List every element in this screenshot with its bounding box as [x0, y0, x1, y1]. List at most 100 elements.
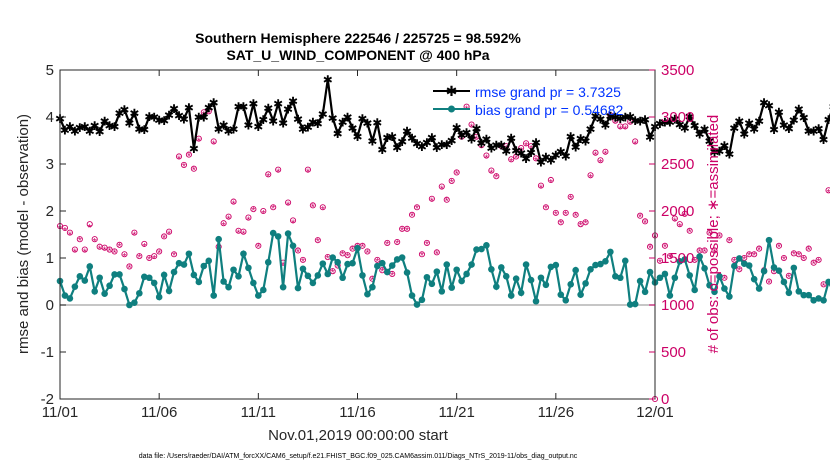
bias-point	[378, 259, 386, 267]
obs-assimilated-marker: *	[331, 268, 335, 279]
obs-possible-marker	[220, 220, 227, 227]
obs-assimilated-marker: *	[732, 257, 736, 268]
rmse-point: ✱	[65, 120, 75, 134]
y-left-tick-label: -2	[41, 391, 54, 408]
obs-possible-marker	[275, 166, 282, 173]
rmse-point: ✱	[412, 137, 422, 151]
obs-assimilated-marker: *	[137, 253, 141, 264]
rmse-point: ✱	[179, 112, 189, 126]
obs-assimilated-marker: *	[633, 139, 637, 150]
bias-point	[364, 290, 371, 298]
obs-possible-marker	[537, 182, 545, 189]
bias-point	[448, 284, 456, 291]
obs-assimilated-marker: *	[415, 204, 419, 215]
obs-assimilated-marker: *	[514, 153, 518, 164]
bias-point	[359, 272, 366, 279]
bias-point	[765, 236, 773, 244]
rmse-point: ✱	[546, 154, 556, 168]
obs-assimilated-marker: *	[197, 137, 201, 148]
obs-possible-marker	[260, 207, 267, 215]
obs-assimilated-marker: *	[722, 275, 726, 286]
bias-point	[423, 273, 431, 281]
rmse-point: ✱	[169, 102, 179, 116]
obs-possible-marker	[71, 246, 78, 253]
rmse-point: ✱	[705, 134, 715, 148]
rmse-point: ✱	[744, 117, 754, 131]
obs-assimilated-marker: *	[98, 245, 102, 256]
bias-point	[805, 291, 813, 299]
bias-point	[354, 244, 361, 252]
obs-assimilated-marker: *	[519, 146, 523, 157]
obs-assimilated-marker: *	[564, 210, 568, 221]
bias-point	[388, 262, 396, 269]
obs-possible-marker	[180, 161, 188, 168]
obs-assimilated-marker: *	[484, 153, 488, 164]
obs-assimilated-marker: *	[321, 205, 325, 216]
obs-assimilated-marker: *	[584, 219, 588, 230]
obs-possible-marker	[121, 251, 128, 258]
obs-assimilated-marker: *	[177, 154, 181, 165]
bias-point	[726, 293, 733, 300]
bias-series	[56, 229, 830, 309]
bias-point	[185, 250, 193, 258]
bias-point	[255, 292, 262, 299]
obs-possible-marker	[76, 236, 83, 243]
obs-assimilated-marker: *	[683, 212, 687, 223]
bias-point	[66, 295, 74, 302]
rmse-point: ✱	[670, 112, 680, 126]
bias-point	[61, 292, 69, 299]
y-right-tick-label: 3000	[661, 109, 694, 126]
legend-bias-label: bias grand pr = 0.54682	[475, 102, 623, 118]
obs-assimilated-marker: *	[608, 113, 612, 124]
bias-point	[770, 264, 778, 271]
obs-assimilated-marker: *	[693, 257, 697, 268]
rmse-series: ✱✱✱✱✱✱✱✱✱✱✱✱✱✱✱✱✱✱✱✱✱✱✱✱✱✱✱✱✱✱✱✱✱✱✱✱✱✱✱✱…	[55, 73, 830, 170]
chart-title-line1: Southern Hemisphere 222546 / 225725 = 98…	[195, 30, 521, 46]
rmse-point: ✱	[129, 107, 139, 121]
obs-possible-marker	[508, 156, 515, 163]
rmse-point: ✱	[323, 73, 333, 87]
bias-point	[140, 273, 148, 281]
bias-point	[671, 274, 679, 282]
obs-possible-marker	[294, 247, 302, 254]
rmse-point: ✱	[224, 125, 234, 139]
rmse-point: ✱	[313, 117, 323, 131]
rmse-point: ✱	[769, 123, 779, 137]
obs-assimilated-marker: *	[237, 229, 241, 240]
obs-possible-marker	[542, 204, 549, 211]
obs-assimilated-marker: *	[499, 144, 503, 155]
obs-possible-marker	[166, 228, 173, 235]
bias-point	[626, 301, 634, 308]
x-tick-label: 11/06	[141, 404, 177, 421]
bias-point	[215, 235, 222, 243]
obs-possible-marker	[175, 153, 183, 160]
bias-point	[691, 286, 698, 294]
obs-possible-marker	[299, 256, 307, 263]
rmse-point: ✱	[571, 141, 581, 155]
obs-assimilated-marker: *	[698, 247, 702, 258]
rmse-point: ✱	[407, 132, 417, 146]
obs-assimilated-marker: *	[643, 218, 647, 229]
rmse-point: ✱	[501, 144, 511, 158]
rmse-point: ✱	[620, 111, 630, 125]
rmse-point: ✱	[219, 118, 229, 132]
bias-point	[478, 245, 485, 253]
bias-point	[170, 268, 178, 276]
rmse-point: ✱	[581, 134, 591, 148]
rmse-point: ✱	[333, 127, 343, 141]
obs-possible-marker	[240, 228, 247, 235]
bias-point	[250, 279, 257, 287]
obs-possible-marker	[448, 177, 455, 184]
bias-point	[473, 246, 480, 253]
bias-point	[126, 301, 133, 309]
rmse-point: ✱	[367, 134, 377, 148]
obs-possible-marker	[775, 242, 783, 249]
bias-point	[740, 260, 748, 267]
chart-title-line2: SAT_U_WIND_COMPONENT @ 400 hPa	[226, 47, 489, 63]
rmse-point: ✱	[60, 124, 70, 138]
rmse-point: ✱	[541, 150, 551, 164]
obs-assimilated-marker: *	[118, 242, 122, 253]
obs-assimilated-marker: *	[737, 266, 741, 277]
bias-point	[810, 297, 817, 304]
rmse-point: ✱	[779, 118, 789, 132]
